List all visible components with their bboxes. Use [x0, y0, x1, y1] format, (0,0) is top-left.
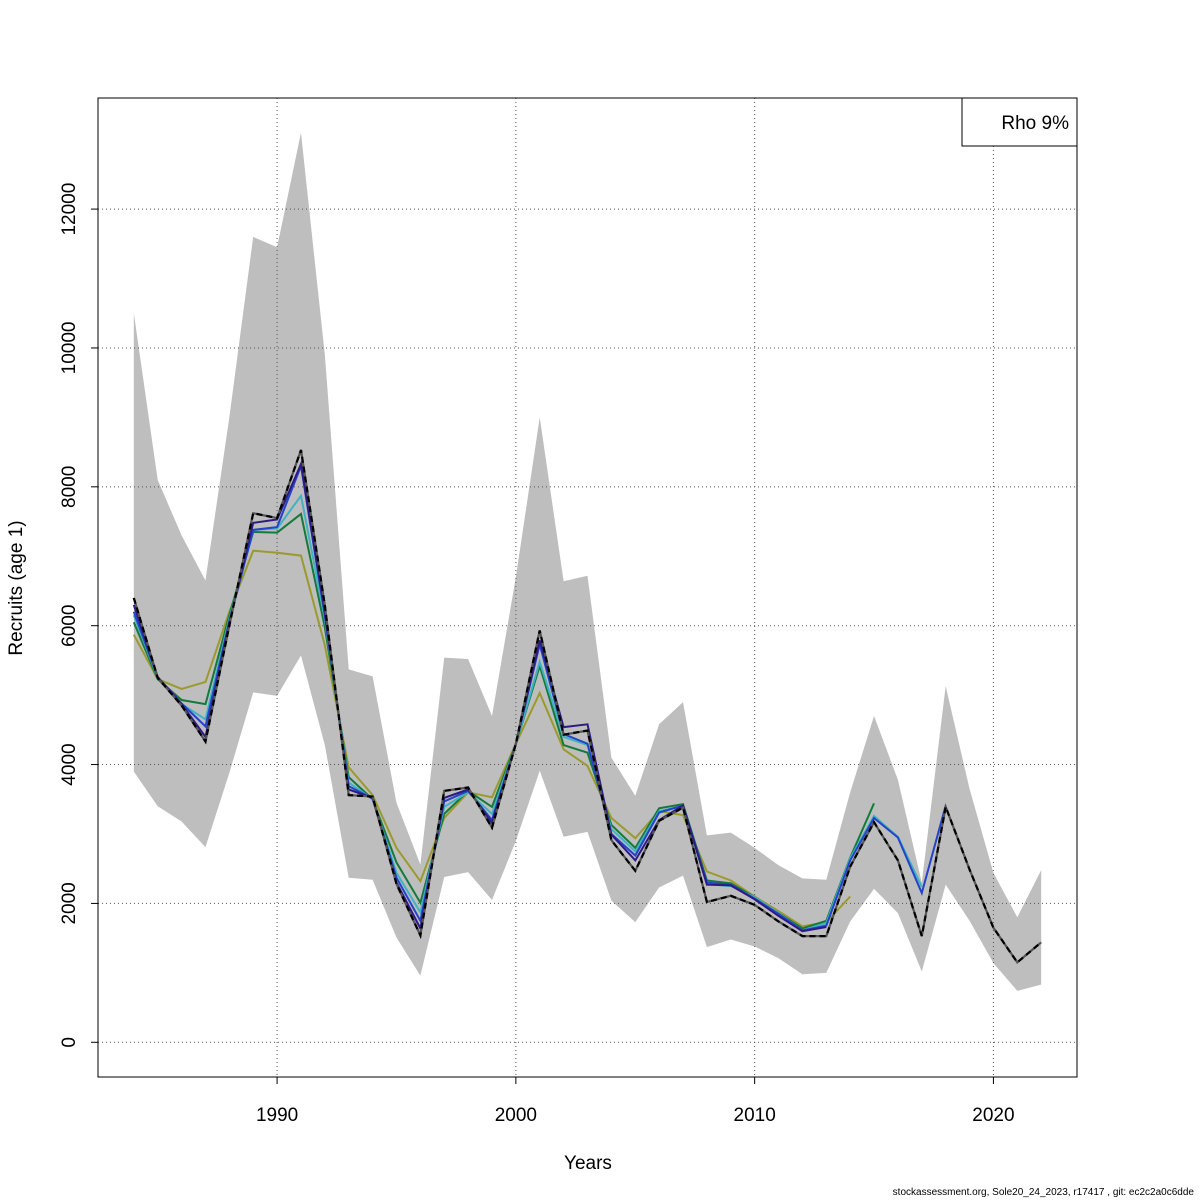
y-tick-label: 10000 — [59, 322, 80, 375]
axis-layer: 1990 2000 2010 2020 0 2000 4000 6000 8000 10000 12… — [59, 183, 1015, 1126]
confidence-band — [133, 132, 1042, 991]
legend-box — [961, 97, 1078, 147]
legend: Rho 9% — [961, 97, 1078, 147]
y-tick-label: 12000 — [59, 183, 80, 236]
x-tick-label: 2000 — [495, 1105, 537, 1126]
plot-frame — [97, 97, 1078, 1078]
x-axis-title: Years — [564, 1153, 612, 1174]
x-tick-label: 2010 — [734, 1105, 776, 1126]
y-axis-title: Recruits (age 1) — [6, 520, 27, 655]
series-line-estimate — [132, 449, 1042, 965]
x-tick-label: 2020 — [972, 1105, 1014, 1126]
y-tick-label: 2000 — [59, 882, 80, 924]
legend-rho-label: Rho 9% — [1001, 113, 1069, 134]
x-tick-label: 1990 — [256, 1105, 298, 1126]
series-line-retro-5 — [132, 549, 851, 928]
y-tick-label: 4000 — [59, 743, 80, 785]
confidence-band-layer — [133, 132, 1042, 991]
y-tick-label: 0 — [59, 1037, 80, 1048]
footer-source-note: stockassessment.org, Sole20_24_2023, r17… — [892, 1187, 1194, 1198]
series-layer — [132, 449, 1042, 965]
y-tick-label: 8000 — [59, 466, 80, 508]
y-tick-label: 6000 — [59, 605, 80, 647]
